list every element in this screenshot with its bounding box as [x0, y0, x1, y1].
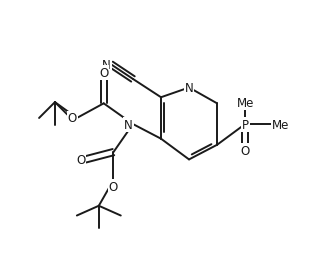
Text: Me: Me	[236, 97, 254, 109]
Text: P: P	[242, 118, 249, 131]
Text: N: N	[102, 59, 111, 72]
Text: N: N	[124, 118, 133, 131]
Text: Me: Me	[272, 118, 289, 131]
Text: O: O	[241, 145, 250, 157]
Text: O: O	[99, 67, 108, 80]
Text: O: O	[109, 180, 118, 193]
Text: N: N	[185, 82, 194, 94]
Text: O: O	[76, 153, 85, 166]
Text: O: O	[68, 112, 77, 125]
